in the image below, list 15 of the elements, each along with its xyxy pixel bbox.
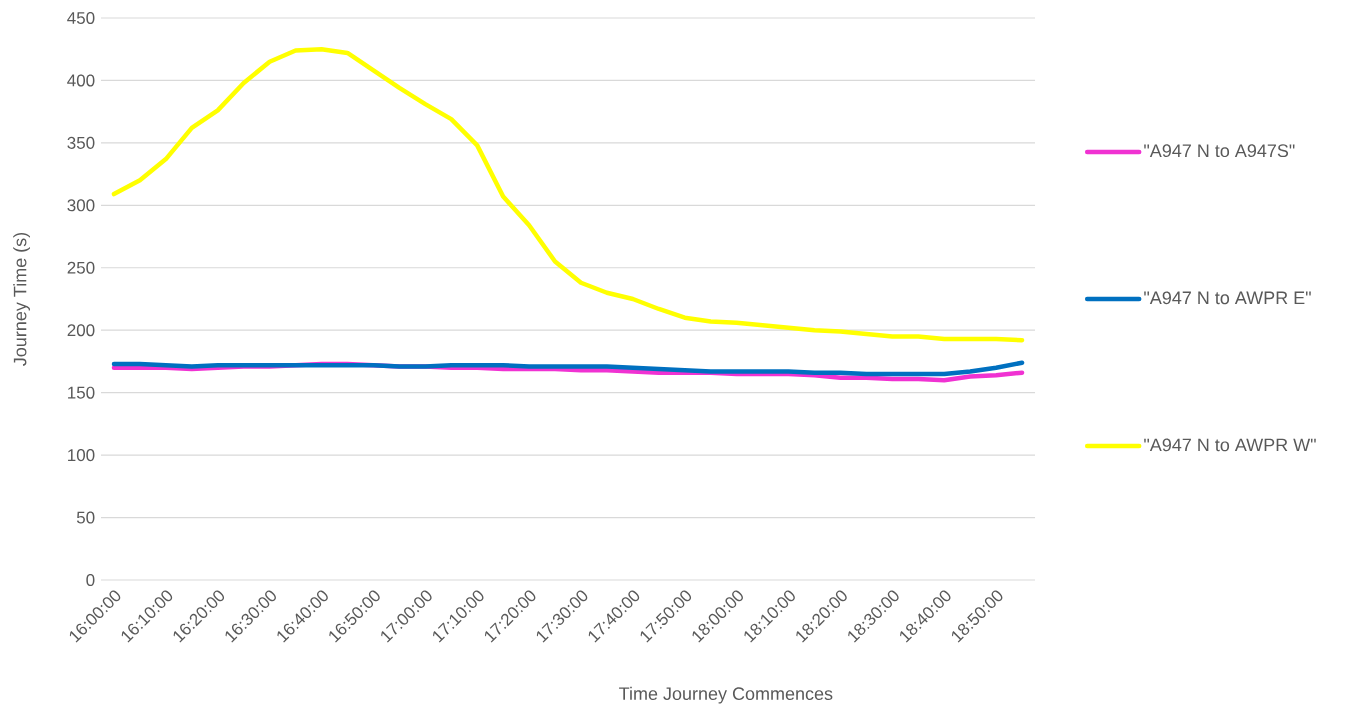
legend-label: "A947 N to A947S" [1144,144,1295,158]
y-tick-label: 450 [67,11,95,25]
y-axis-title: Journey Time (s) [13,232,30,366]
y-tick-label: 250 [67,261,95,274]
y-tick-label: 50 [76,511,95,524]
y-tick-label: 150 [68,386,95,399]
y-tick-label: 350 [67,136,95,149]
y-tick-label: 100 [68,449,95,462]
y-tick-label: 0 [86,573,95,587]
legend-label: "A947 N to AWPR W" [1144,438,1316,452]
x-axis-title: Time Journey Commences [619,686,833,704]
legend-label: "A947 N to AWPR E" [1144,291,1311,305]
y-tick-label: 300 [67,199,95,212]
y-tick-label: 400 [67,74,95,87]
y-tick-label: 200 [67,324,95,337]
